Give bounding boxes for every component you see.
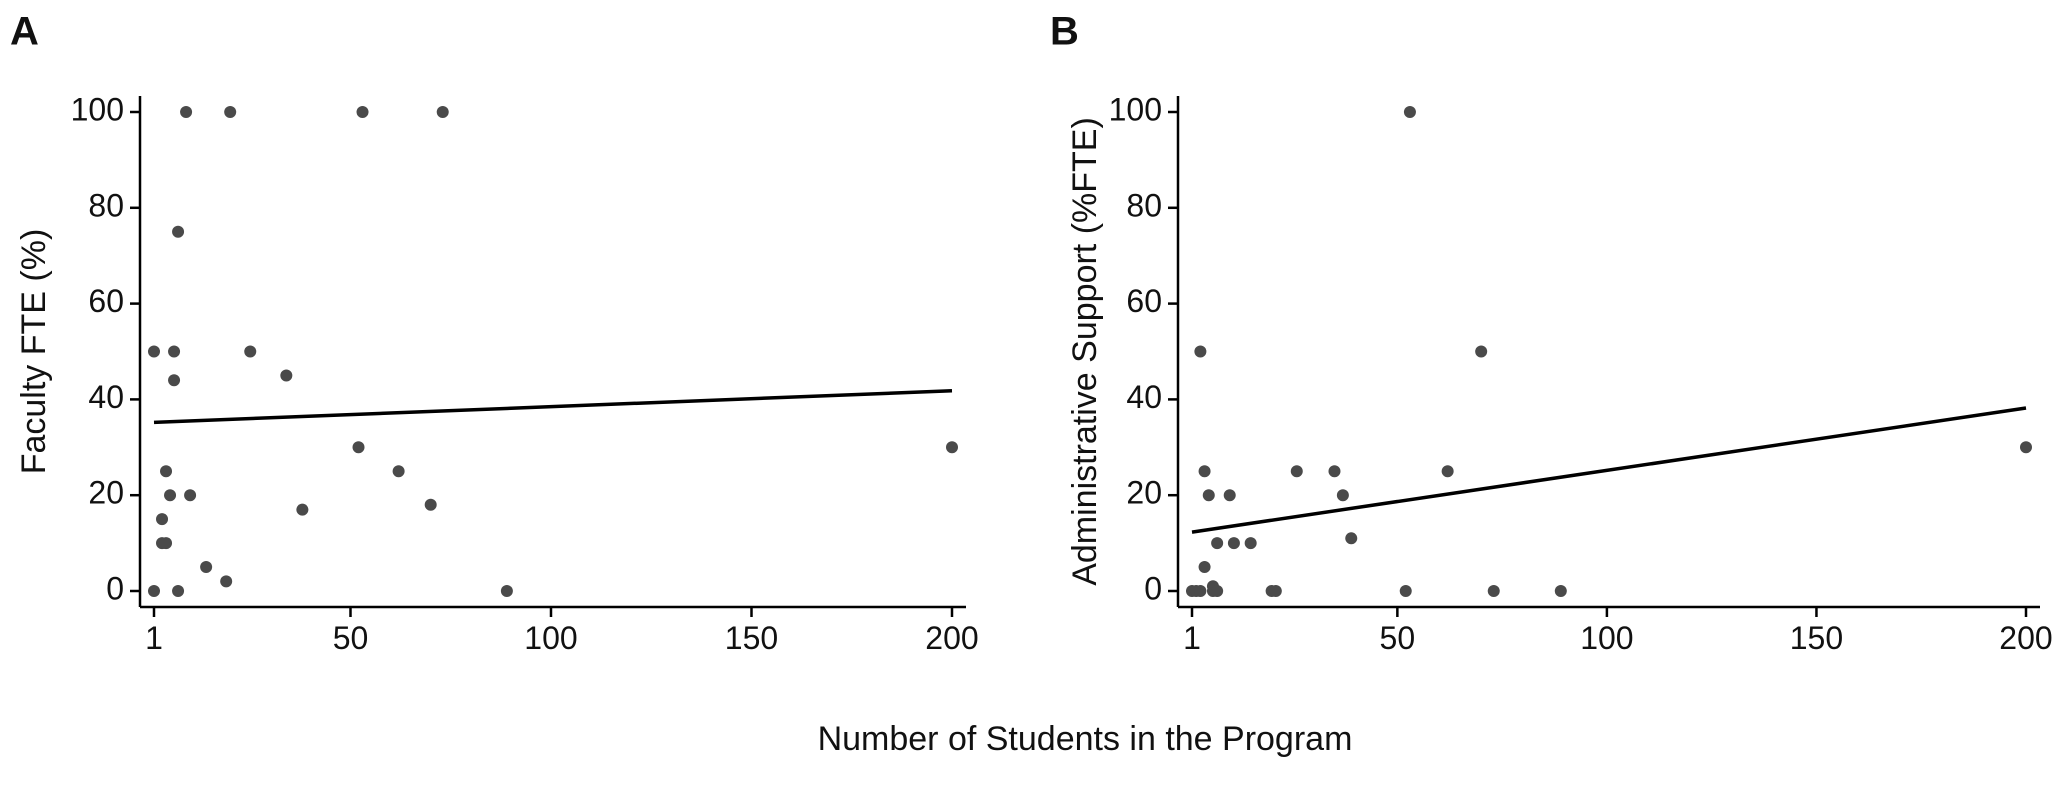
data-point [164, 489, 177, 502]
y-tick-label: 100 [71, 91, 124, 127]
data-point [172, 585, 185, 597]
x-tick-label: 1 [1183, 620, 1201, 656]
data-point [1554, 585, 1567, 597]
data-point [1194, 345, 1207, 358]
x-tick-label: 150 [1790, 620, 1843, 656]
x-tick-label: 150 [725, 620, 778, 656]
x-tick-label: 50 [1380, 620, 1416, 656]
data-point [1290, 465, 1303, 478]
data-point [1202, 489, 1215, 502]
x-tick-label: 100 [524, 620, 577, 656]
data-point [1198, 561, 1211, 574]
data-point [946, 441, 958, 454]
data-point [1227, 537, 1240, 550]
y-tick-label: 0 [106, 570, 124, 606]
y-tick-label: 60 [1126, 283, 1162, 319]
y-tick-label: 40 [88, 379, 124, 415]
data-point [1211, 585, 1224, 597]
data-point [160, 465, 173, 478]
data-point [2020, 441, 2032, 454]
y-tick-label: 80 [88, 187, 124, 223]
y-tick-label: 60 [88, 283, 124, 319]
data-point [184, 489, 197, 502]
data-point [156, 513, 169, 526]
x-tick-label: 50 [333, 620, 369, 656]
data-point [1336, 489, 1349, 502]
x-tick-label: 200 [925, 620, 978, 656]
data-point [220, 575, 233, 588]
x-tick-label: 100 [1580, 620, 1633, 656]
data-point [1441, 465, 1454, 478]
y-tick-label: 100 [1109, 91, 1162, 127]
data-point [436, 106, 449, 118]
data-point [168, 345, 181, 358]
data-point [160, 537, 173, 550]
data-point [1399, 585, 1412, 597]
trend-line [1191, 406, 2027, 534]
data-point [500, 585, 513, 597]
panel-letter: B [1050, 10, 1079, 54]
y-tick-label: 20 [88, 475, 124, 511]
y-tick-label: 20 [1126, 475, 1162, 511]
y-tick-label: 0 [1144, 570, 1162, 606]
y-tick-label: 40 [1126, 379, 1162, 415]
data-point [172, 225, 185, 238]
x-tick-label: 1 [145, 620, 163, 656]
data-point [180, 106, 193, 118]
x-tick-label: 200 [1999, 620, 2052, 656]
data-point [148, 585, 160, 597]
data-point [1328, 465, 1341, 478]
data-point [1194, 585, 1207, 597]
data-point [244, 345, 257, 358]
data-point [1487, 585, 1500, 597]
data-point [352, 441, 365, 454]
data-point [1211, 537, 1224, 550]
data-point [148, 345, 160, 358]
y-tick-label: 80 [1126, 187, 1162, 223]
data-point [1223, 489, 1236, 502]
data-point [1269, 585, 1282, 597]
trend-line [153, 389, 953, 425]
data-point [1403, 106, 1416, 118]
data-point [280, 369, 293, 382]
data-point [224, 106, 237, 118]
data-point [424, 498, 437, 511]
data-point [1345, 532, 1358, 545]
data-point [392, 465, 405, 478]
data-point [168, 374, 181, 387]
data-point [200, 561, 213, 574]
data-point [1475, 345, 1488, 358]
y-axis-label: Administrative Support (%FTE) [1066, 117, 1104, 586]
data-point [296, 503, 309, 516]
y-axis-label: Faculty FTE (%) [15, 229, 53, 475]
panel-letter: A [10, 10, 39, 54]
data-point [1198, 465, 1211, 478]
shared-x-axis-label: Number of Students in the Program [818, 720, 1353, 758]
data-point [1244, 537, 1257, 550]
data-point [356, 106, 369, 118]
